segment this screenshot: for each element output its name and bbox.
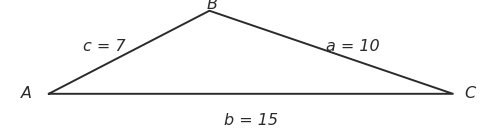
Text: B: B [206, 0, 217, 12]
Text: a = 10: a = 10 [326, 39, 380, 54]
Text: A: A [21, 86, 32, 101]
Text: c = 7: c = 7 [83, 39, 126, 54]
Text: b = 15: b = 15 [224, 113, 278, 128]
Text: C: C [465, 86, 475, 101]
